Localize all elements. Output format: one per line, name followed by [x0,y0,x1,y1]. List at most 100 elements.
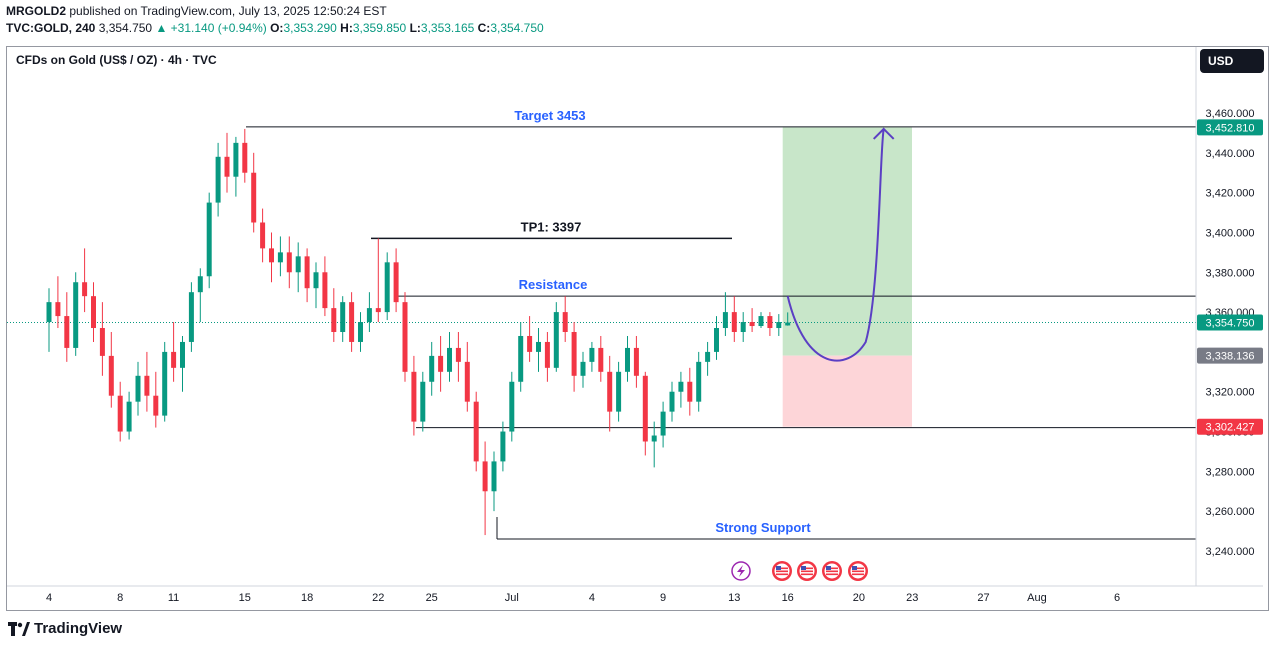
close-label: C: [477,21,491,35]
candle [429,341,435,396]
candle [295,242,301,293]
candle [473,391,479,472]
high-value: 3,359.850 [352,21,407,35]
candle [616,361,622,422]
time-tick-label: 11 [168,592,179,604]
candle [162,341,168,422]
candle-body [616,371,622,412]
candle [180,335,185,392]
flag-stripe [801,570,813,573]
candle [758,312,764,329]
price-label-text: 3,452.810 [1206,122,1255,134]
price-tick-label: 3,280.000 [1206,466,1255,478]
candle-body [536,341,541,352]
candle-body [277,252,283,263]
candle [749,308,755,332]
candle-body [358,322,363,342]
candle [46,288,52,352]
candle-body [749,322,755,327]
published-text: published on TradingView.com, July 13, 2… [69,4,387,18]
candle [269,232,274,283]
candle-body [571,332,577,376]
candle-body [678,381,684,392]
candle-body [144,375,150,396]
candle [776,314,782,336]
flag-canton [826,566,831,570]
candle-body [705,351,711,362]
candle [580,351,586,388]
candle-body [482,461,488,492]
candle-body [527,335,533,352]
projection-arrow-icon [872,127,895,140]
candle-body [180,341,185,368]
candle [705,341,711,376]
candle-body [598,347,604,372]
profit-zone [782,127,912,356]
candle [687,367,693,416]
candle [99,302,105,376]
flag-stripe [776,567,788,570]
tradingview-brand[interactable]: TradingView [8,620,122,637]
candle-body [785,322,791,326]
flag-stripe [852,573,864,576]
candle-body [304,256,310,289]
open-label: O: [270,21,284,35]
price-tick-label: 3,400.000 [1206,227,1255,239]
candle [304,248,310,303]
price-tick-label: 3,380.000 [1206,267,1255,279]
candle-body [607,371,613,412]
candle-body [455,347,461,362]
last-price: 3,354.750 [98,21,153,35]
time-tick-label: 27 [977,592,989,604]
candle-body [242,142,248,173]
candle-body [687,381,693,402]
candle [277,236,283,277]
time-tick-label: Jul [505,592,519,604]
candle [678,371,684,408]
candle-body [340,302,346,332]
candle [589,341,595,372]
candle [767,312,773,336]
candle [64,292,70,362]
candle [660,401,666,448]
candle [384,252,390,321]
candle [500,421,506,472]
candle-body [420,381,426,422]
candle [135,361,141,416]
candle [313,262,319,309]
candle-body [544,341,550,368]
flag-stripe [852,567,864,570]
currency-button[interactable]: USD [1200,49,1264,73]
symbol-label[interactable]: TVC:GOLD, 240 [6,21,96,35]
candle [108,332,114,408]
candle-body [269,248,274,263]
candle-body [99,328,105,356]
candle-body [73,282,79,348]
candle-body [447,347,452,372]
candle [233,136,239,197]
annotation-label: TP1: 3397 [521,219,582,234]
candle [171,322,177,382]
candle [607,355,613,432]
candle-body [206,202,212,277]
candle [340,296,346,342]
time-tick-label: 25 [426,592,438,604]
us-flag-event-icon [848,561,868,581]
change-up-icon: ▲ [155,21,168,35]
close-value: 3,354.750 [490,21,544,35]
candle [82,248,88,313]
publisher-name[interactable]: MRGOLD2 [6,4,66,18]
candle [251,152,257,233]
open-value: 3,353.290 [283,21,337,35]
candle [651,421,657,468]
candle-body [349,302,355,342]
flag-stripe [826,573,838,576]
candle [73,272,79,356]
candle-body [589,347,595,362]
candle-body [758,316,764,327]
candle [438,335,444,392]
candle [242,128,248,183]
time-tick-label: 22 [372,592,384,604]
candle [714,316,719,360]
